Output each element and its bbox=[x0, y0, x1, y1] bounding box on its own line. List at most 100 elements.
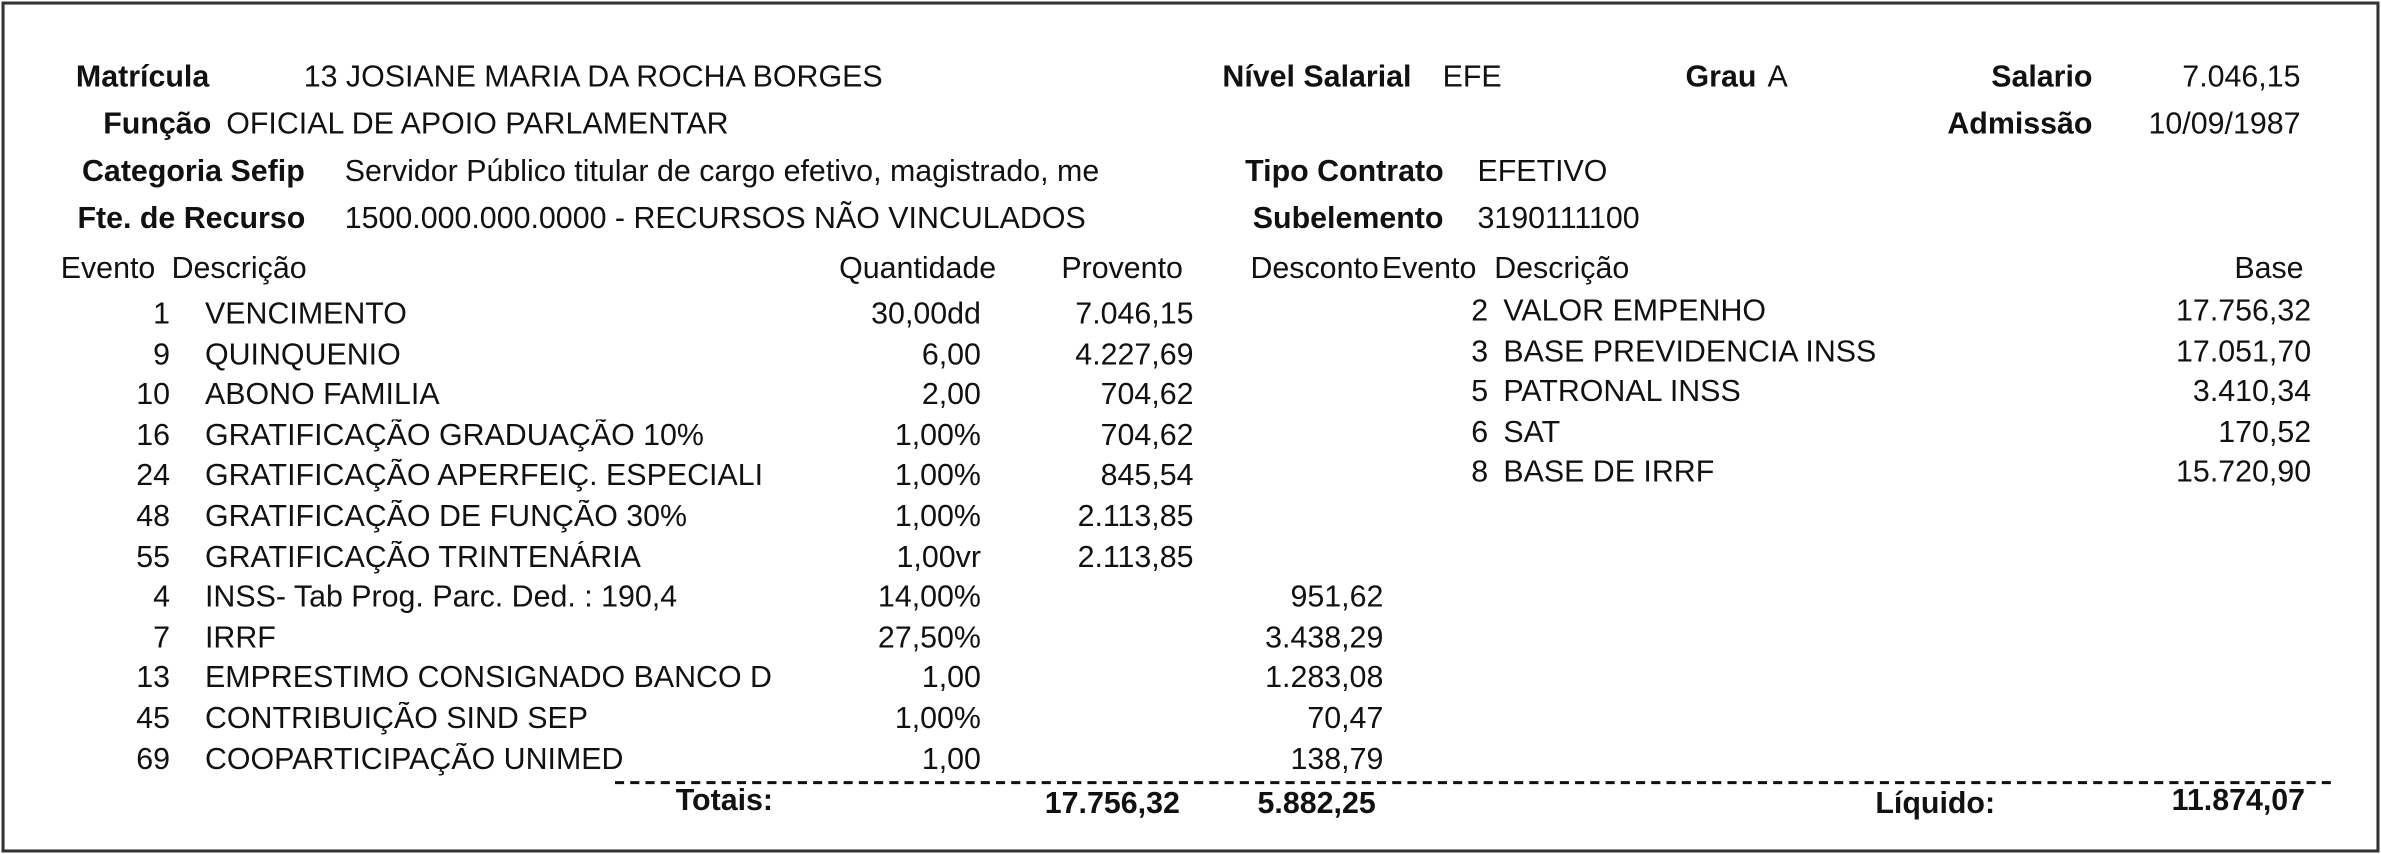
event-provento: 7.046,15 bbox=[1075, 297, 1194, 332]
event-code: 10 bbox=[136, 378, 171, 413]
field-label: Salario bbox=[1991, 60, 2093, 95]
net-value: 11.874,07 bbox=[2171, 784, 2306, 818]
event-quantity: 1,00% bbox=[894, 419, 981, 453]
field-value: EFE bbox=[1442, 60, 1502, 95]
base-description: BASE DE IRRF bbox=[1503, 456, 1715, 490]
event-provento: 2.113,85 bbox=[1077, 499, 1194, 534]
column-header: Evento bbox=[1381, 252, 1477, 286]
field-value: OFICIAL DE APOIO PARLAMENTAR bbox=[226, 107, 729, 142]
base-description: SAT bbox=[1503, 416, 1561, 450]
event-code: 48 bbox=[136, 499, 171, 534]
event-quantity: 1,00 bbox=[921, 661, 981, 696]
field-label: Categoria Sefip bbox=[81, 154, 305, 189]
base-value: 15.720,90 bbox=[2176, 456, 2312, 490]
event-code: 16 bbox=[136, 419, 171, 453]
event-provento: 704,62 bbox=[1100, 378, 1194, 413]
column-header: Desconto bbox=[1250, 252, 1379, 286]
event-quantity: 1,00vr bbox=[896, 540, 981, 574]
event-quantity: 1,00% bbox=[894, 702, 981, 736]
event-quantity: 1,00% bbox=[894, 459, 981, 493]
event-provento: 4.227,69 bbox=[1075, 338, 1194, 372]
event-code: 55 bbox=[136, 540, 171, 574]
event-code: 45 bbox=[136, 702, 171, 736]
event-code: 24 bbox=[136, 459, 171, 493]
event-description: QUINQUENIO bbox=[204, 338, 401, 372]
field-label: Tipo Contrato bbox=[1245, 154, 1444, 189]
field-label: Função bbox=[103, 107, 212, 142]
event-quantity: 30,00dd bbox=[871, 297, 981, 332]
base-value: 3.410,34 bbox=[2192, 375, 2312, 410]
base-description: PATRONAL INSS bbox=[1503, 375, 1741, 410]
event-description: GRATIFICAÇÃO GRADUAÇÃO 10% bbox=[204, 419, 704, 453]
field-label: Admissão bbox=[1947, 107, 2093, 142]
base-code: 5 bbox=[1471, 375, 1489, 410]
total-provento: 17.756,32 bbox=[1044, 787, 1180, 821]
event-quantity: 1,00 bbox=[921, 742, 981, 776]
field-label: Nível Salarial bbox=[1222, 60, 1412, 95]
field-value: Servidor Público titular de cargo efetiv… bbox=[344, 154, 1100, 189]
column-header: Base bbox=[2234, 252, 2304, 286]
event-description: CONTRIBUIÇÃO SIND SEP bbox=[204, 702, 589, 736]
total-desconto: 5.882,25 bbox=[1257, 787, 1376, 821]
totals-label: Totais: bbox=[675, 784, 774, 818]
event-code: 13 bbox=[136, 661, 171, 696]
field-value: 13 JOSIANE MARIA DA ROCHA BORGES bbox=[303, 60, 883, 95]
field-label: Grau bbox=[1685, 60, 1757, 95]
base-description: VALOR EMPENHO bbox=[1503, 294, 1767, 329]
event-quantity: 2,00 bbox=[921, 378, 981, 413]
base-code: 2 bbox=[1471, 294, 1489, 329]
column-header: Descrição bbox=[1494, 252, 1630, 286]
event-description: GRATIFICAÇÃO TRINTENÁRIA bbox=[204, 540, 641, 574]
base-code: 3 bbox=[1471, 335, 1489, 369]
event-provento: 2.113,85 bbox=[1077, 540, 1194, 574]
event-description: INSS- Tab Prog. Parc. Ded. : 190,4 bbox=[204, 580, 678, 615]
event-code: 1 bbox=[153, 297, 171, 332]
event-quantity: 6,00 bbox=[921, 338, 981, 372]
field-value: A bbox=[1767, 60, 1788, 95]
event-description: GRATIFICAÇÃO DE FUNÇÃO 30% bbox=[204, 499, 688, 534]
field-label: Matrícula bbox=[75, 60, 210, 95]
net-label: Líquido: bbox=[1875, 787, 1996, 821]
field-value: 7.046,15 bbox=[2182, 60, 2301, 95]
event-quantity: 1,00% bbox=[894, 499, 981, 534]
event-code: 4 bbox=[153, 580, 171, 615]
field-label: Subelemento bbox=[1252, 202, 1444, 236]
event-code: 7 bbox=[153, 621, 171, 655]
event-quantity: 14,00% bbox=[877, 580, 981, 615]
field-value: 1500.000.000.0000 - RECURSOS NÃO VINCULA… bbox=[344, 202, 1086, 236]
totals-separator bbox=[614, 781, 2331, 785]
column-header: Descrição bbox=[171, 252, 307, 286]
base-code: 8 bbox=[1471, 456, 1489, 490]
event-desconto: 70,47 bbox=[1307, 702, 1384, 736]
event-provento: 845,54 bbox=[1100, 459, 1194, 493]
column-header: Provento bbox=[1061, 252, 1183, 286]
event-description: COOPARTICIPAÇÃO UNIMED bbox=[204, 742, 624, 776]
event-description: GRATIFICAÇÃO APERFEIÇ. ESPECIALI bbox=[204, 459, 764, 493]
field-value: EFETIVO bbox=[1477, 154, 1608, 189]
event-description: IRRF bbox=[204, 621, 276, 655]
event-description: EMPRESTIMO CONSIGNADO BANCO D bbox=[204, 661, 772, 696]
event-code: 9 bbox=[153, 338, 171, 372]
event-code: 69 bbox=[136, 742, 171, 776]
field-label: Fte. de Recurso bbox=[77, 202, 306, 236]
base-value: 170,52 bbox=[2218, 416, 2312, 450]
column-header: Quantidade bbox=[839, 252, 997, 286]
event-desconto: 951,62 bbox=[1290, 580, 1384, 615]
event-desconto: 138,79 bbox=[1290, 742, 1384, 776]
event-desconto: 1.283,08 bbox=[1265, 661, 1384, 696]
field-value: 10/09/1987 bbox=[2148, 107, 2301, 142]
event-quantity: 27,50% bbox=[877, 621, 981, 655]
field-value: 3190111100 bbox=[1477, 202, 1640, 236]
event-provento: 704,62 bbox=[1100, 419, 1194, 453]
base-value: 17.756,32 bbox=[2176, 294, 2312, 329]
base-description: BASE PREVIDENCIA INSS bbox=[1503, 335, 1877, 369]
base-code: 6 bbox=[1471, 416, 1489, 450]
base-value: 17.051,70 bbox=[2176, 335, 2312, 369]
event-description: VENCIMENTO bbox=[204, 297, 407, 332]
event-desconto: 3.438,29 bbox=[1265, 621, 1384, 655]
event-description: ABONO FAMILIA bbox=[204, 378, 440, 413]
column-header: Evento bbox=[60, 252, 156, 286]
